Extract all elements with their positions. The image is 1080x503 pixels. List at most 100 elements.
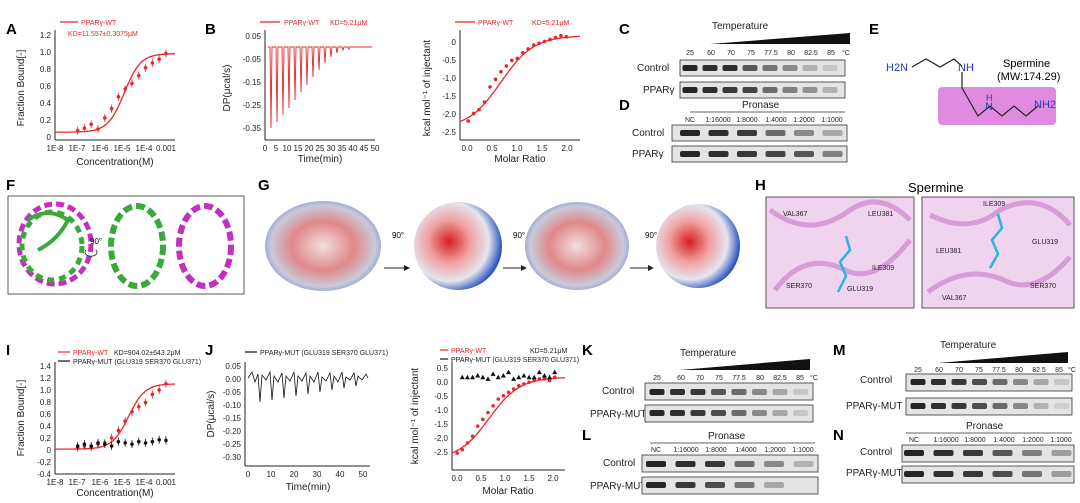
chart-b-right-point-wt [542, 39, 547, 44]
panel-j-right-x-label: Molar Ratio [482, 486, 534, 497]
blot-band [1033, 379, 1049, 385]
panel-m-temp: 60 [935, 367, 943, 374]
panel-b-left-xtick: 40 [349, 144, 358, 153]
panel-h-view1-residue: ILE309 [872, 265, 894, 272]
panel-j-right-xtick: 0.5 [475, 474, 487, 483]
chart-i-point-mut [89, 444, 94, 448]
blot-band [1051, 450, 1072, 456]
panel-a-ytick: 1.2 [40, 31, 52, 40]
panel-i-plot-area [55, 379, 176, 452]
blot-band [782, 87, 798, 93]
chart-j-right-point-mut [485, 376, 491, 381]
chart-a-point-wt [89, 122, 94, 127]
panel-m-blot-control [905, 373, 1073, 392]
blot-band [752, 389, 767, 395]
panel-j-left-ytick: 0.00 [225, 375, 241, 384]
panel-c-row-ppar: PPARγ [643, 85, 675, 96]
panel-b-left-xtick: 35 [338, 144, 347, 153]
panel-b-left-y-label: DP(μcal/s) [222, 65, 233, 112]
panel-h-ligand [836, 235, 852, 293]
blot-band [764, 461, 784, 467]
panel-b-right-xtick: 0.0 [461, 144, 473, 153]
panel-j-right-ytick: -1.0 [434, 406, 448, 415]
panel-n-ratio: 1:16000 [933, 437, 958, 444]
panel-j-left-ytick: -0.20 [223, 427, 242, 436]
chart-a-point-wt [130, 81, 134, 86]
panel-k-temp: 85 [796, 375, 804, 382]
panel-n-ratio: 1:2000 [1022, 437, 1044, 444]
panel-b-right-xtick: 1.0 [511, 144, 523, 153]
panel-a-ytick: 0 [47, 133, 52, 142]
blot-band [765, 151, 786, 157]
blot-band [772, 389, 788, 395]
panel-m-row-control: Control [860, 375, 892, 386]
panel-f-helix-magenta-separated [176, 203, 234, 289]
panel-j-left-xtick: 20 [290, 470, 299, 479]
panel-e: H2N NH N H NH2 Spermine (MW:174.29) [886, 58, 1060, 125]
blot-band [764, 482, 784, 488]
panel-a-xtick: 1E-7 [69, 144, 86, 153]
panel-b-right-legend-line: PPARγ-WT [478, 20, 514, 27]
chart-j-right-point-wt [486, 410, 490, 415]
chart-j-right-point-mut [470, 374, 476, 380]
panel-f-rotation-label: 90° [90, 237, 102, 246]
panel-b-right-y-label: kcal mol⁻¹ of injectant [422, 40, 433, 137]
panel-b-left-xtick: 50 [371, 144, 380, 153]
blot-band [1013, 403, 1028, 409]
panel-b-left-xtick: 10 [283, 144, 292, 153]
panel-c-temp: 80 [787, 50, 795, 57]
panel-b-thermogram: PPARγ-WT KD=5.21μM DP(μcal/s) Time(min) … [222, 20, 380, 165]
blot-band [992, 403, 1008, 409]
panel-b-left-ytick: -0.15 [243, 78, 262, 87]
panel-e-name: Spermine [1003, 58, 1050, 70]
blot-band [649, 410, 665, 416]
panel-a: PPARγ-WT KD=11.557±0.3075μM Fraction Bou… [16, 20, 177, 168]
panel-d-row-ppar: PPARγ [632, 149, 664, 160]
panel-j-right-xtick: 0.0 [451, 474, 463, 483]
panel-h-ribbon [773, 238, 912, 292]
chart-i-point-mut [123, 441, 127, 445]
blot-band [1051, 471, 1072, 477]
blot-band [711, 410, 726, 416]
blot-band [992, 471, 1013, 477]
panel-n-header: Pronase [966, 421, 1004, 432]
panel-letter-h: H [755, 177, 766, 194]
panel-i-ytick: 1.2 [40, 374, 52, 383]
panel-e-amine-box: N [985, 101, 993, 113]
panel-j-left-xtick: 10 [267, 470, 276, 479]
panel-i-ytick: 1.0 [40, 386, 52, 395]
chart-i-point-mut [143, 441, 148, 445]
chart-j-right-point-wt [522, 382, 526, 386]
chart-i-fit-wt [55, 383, 176, 450]
blot-band [972, 403, 987, 409]
blot-band [822, 65, 838, 71]
panel-b-right-xtick: 0.5 [486, 144, 498, 153]
panel-letter-e: E [869, 21, 879, 38]
panel-c-temp: 75 [747, 50, 755, 57]
panel-d-ratio: 1:4000 [765, 117, 787, 124]
chart-j-right-point-mut [552, 369, 558, 375]
blot-band [646, 482, 666, 488]
panel-j-right-y-label: kcal mol⁻¹ of injectant [410, 368, 421, 465]
chart-j-right-point-wt [491, 404, 495, 408]
chart-i-point-mut [150, 439, 155, 444]
blot-band [904, 450, 924, 456]
blot-band [1054, 379, 1069, 385]
panel-c-row-control: Control [637, 63, 669, 74]
panel-b-left-ytick: 0.05 [245, 32, 261, 41]
panel-j-left-ytick: -0.25 [223, 440, 242, 449]
chart-b-right-point-wt [548, 37, 552, 42]
blot-band [680, 151, 700, 157]
panel-h-view2-residue: VAL367 [942, 295, 966, 302]
panel-letter-b: B [205, 21, 216, 38]
panel-l-ratio: 1:1000 [792, 447, 814, 454]
panel-h: Spermine VAL367 LEU381 ILE309 SER370 GLU… [765, 180, 1075, 309]
chart-i-point-wt [123, 419, 127, 423]
panel-j-left-ytick: -0.15 [223, 414, 242, 423]
blot-band [670, 389, 685, 395]
chart-j-right-point-wt [532, 378, 536, 383]
chart-b-right-point-wt [515, 56, 520, 61]
panel-j-left-xtick: 50 [359, 470, 368, 479]
panel-d-ratio: 1:1000 [821, 117, 843, 124]
panel-i-xtick: 0.001 [156, 478, 177, 487]
